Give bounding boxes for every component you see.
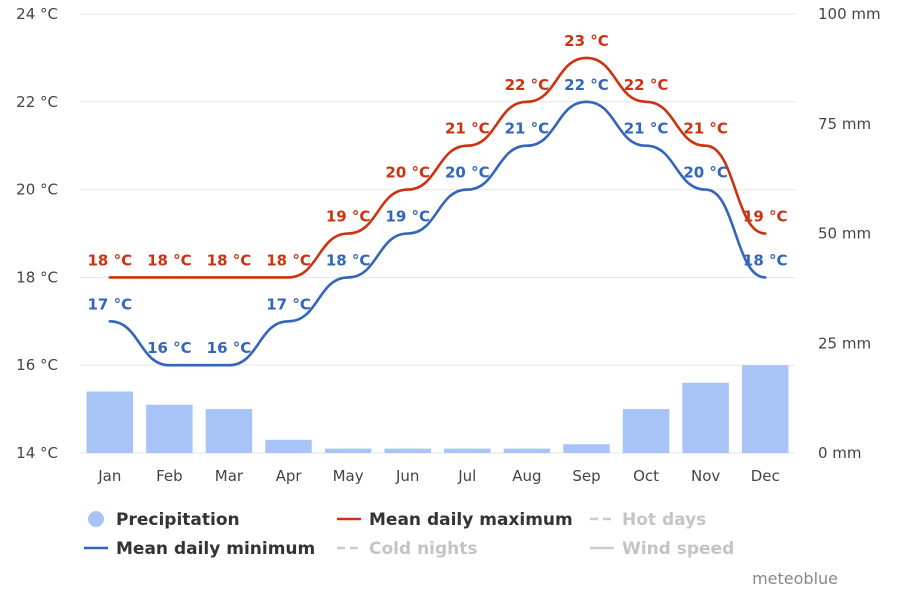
right-tick-label: 0 mm (818, 444, 862, 462)
left-tick-label: 18 °C (16, 268, 58, 286)
left-tick-label: 14 °C (16, 444, 58, 462)
precipitation-bar (563, 444, 610, 453)
left-tick-label: 24 °C (16, 5, 58, 23)
legend-item[interactable]: Mean daily minimum (84, 539, 315, 559)
min-data-label: 22 °C (564, 76, 609, 94)
legend-symbol (88, 511, 104, 527)
month-label: Oct (633, 467, 659, 485)
min-data-label: 20 °C (445, 164, 490, 182)
month-label: Aug (512, 467, 541, 485)
month-label: Jan (97, 467, 121, 485)
max-data-label: 23 °C (564, 32, 609, 50)
max-data-label: 22 °C (505, 76, 550, 94)
legend-item[interactable]: Mean daily maximum (337, 510, 573, 530)
right-tick-label: 50 mm (818, 225, 871, 243)
legend: Precipitation Mean daily maximum Hot days M… (84, 510, 734, 559)
credit: meteoblue (752, 569, 838, 588)
month-label: Jul (457, 467, 476, 485)
precipitation-bar (86, 391, 134, 453)
legend-label: Wind speed (622, 539, 734, 559)
precipitation-bar (503, 448, 551, 453)
month-label: Dec (751, 467, 780, 485)
max-data-label: 18 °C (266, 251, 311, 269)
precipitation-bar (741, 365, 789, 453)
legend-label: Mean daily minimum (116, 539, 315, 559)
month-label: Sep (572, 467, 600, 485)
max-data-label: 22 °C (624, 76, 669, 94)
max-data-label: 18 °C (87, 251, 132, 269)
min-data-label: 21 °C (505, 120, 550, 138)
legend-label: Hot days (622, 510, 706, 530)
precipitation-bar (146, 404, 193, 453)
min-data-label: 20 °C (683, 164, 728, 182)
precipitation-bar (205, 409, 253, 453)
precipitation-bar (444, 448, 491, 453)
min-data-label: 16 °C (207, 339, 252, 357)
max-data-label: 21 °C (683, 120, 728, 138)
min-data-label: 17 °C (266, 295, 311, 313)
min-data-label: 16 °C (147, 339, 192, 357)
left-tick-label: 16 °C (16, 356, 58, 374)
month-label: Nov (691, 467, 720, 485)
left-tick-label: 22 °C (16, 93, 58, 111)
x-axis: Jan Feb Mar Apr May Jun Jul Aug Sep Oct Nov Dec (97, 467, 779, 485)
legend-item[interactable]: Hot days (590, 510, 706, 530)
legend-label: Cold nights (369, 539, 478, 559)
min-temperature-line (108, 100, 767, 367)
precipitation-bar (324, 448, 372, 453)
right-tick-label: 100 mm (818, 5, 881, 23)
max-data-label: 20 °C (385, 164, 430, 182)
precipitation-bars (86, 365, 789, 453)
min-data-label: 17 °C (87, 295, 132, 313)
month-label: Apr (276, 467, 303, 485)
precipitation-bar (265, 439, 312, 453)
min-data-label: 18 °C (326, 251, 371, 269)
max-data-label: 21 °C (445, 120, 490, 138)
data-labels: 18 °C 18 °C 18 °C 18 °C 19 °C 20 °C 21 °C 22 °C… (87, 32, 787, 357)
legend-label: Precipitation (116, 510, 240, 530)
left-tick-label: 20 °C (16, 181, 58, 199)
month-label: May (333, 467, 364, 485)
max-data-label: 18 °C (147, 251, 192, 269)
min-data-label: 19 °C (385, 208, 430, 226)
min-data-label: 21 °C (624, 120, 669, 138)
right-tick-label: 25 mm (818, 334, 871, 352)
month-label: Feb (156, 467, 183, 485)
max-data-label: 18 °C (207, 251, 252, 269)
min-data-label: 18 °C (743, 251, 788, 269)
left-axis: 14 °C 16 °C 18 °C 20 °C 22 °C 24 °C (16, 5, 58, 462)
legend-label: Mean daily maximum (369, 510, 573, 530)
right-axis: 0 mm 25 mm 50 mm 75 mm 100 mm (818, 5, 881, 462)
month-label: Jun (395, 467, 419, 485)
max-data-label: 19 °C (743, 208, 788, 226)
temperature-lines (108, 56, 767, 367)
max-temperature-line (108, 56, 767, 279)
max-data-label: 19 °C (326, 208, 371, 226)
legend-item[interactable]: Wind speed (590, 539, 734, 559)
precipitation-bar (682, 382, 729, 453)
precipitation-bar (384, 448, 431, 453)
precipitation-bar (622, 409, 670, 453)
legend-item[interactable]: Precipitation (88, 510, 240, 530)
month-label: Mar (215, 467, 244, 485)
legend-item[interactable]: Cold nights (337, 539, 478, 559)
right-tick-label: 75 mm (818, 115, 871, 133)
